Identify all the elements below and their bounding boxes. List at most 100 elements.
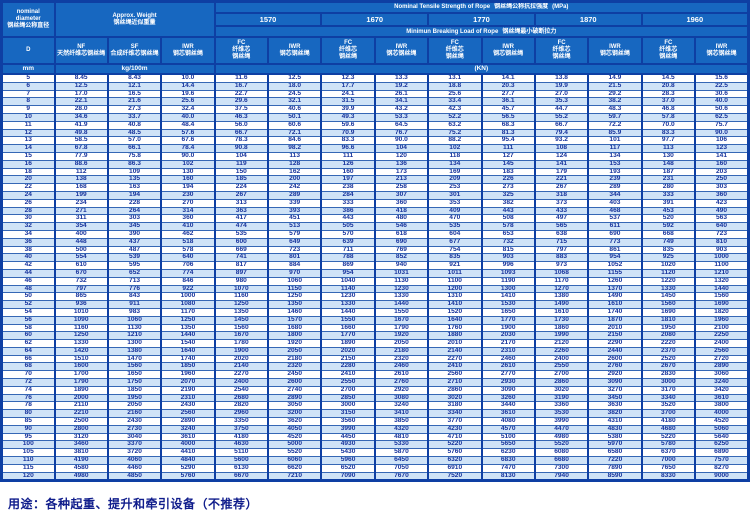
- value-cell: 3000: [640, 378, 697, 387]
- value-cell: 2850: [320, 393, 376, 402]
- value-cell: 55.2: [533, 112, 590, 122]
- value-cell: 1640: [427, 315, 483, 324]
- diameter-cell: 95: [0, 432, 56, 441]
- value-cell: 3700: [640, 409, 697, 418]
- value-cell: 303: [694, 183, 750, 192]
- fc-abbr: FC: [237, 40, 246, 46]
- value-cell: 1780: [213, 339, 270, 348]
- table-row: 13 58.5 57.0 67.6 78.3 84.6 83.3 90.0 88.2 95.4 93…: [0, 136, 750, 145]
- value-cell: 153: [587, 159, 643, 169]
- value-cell: 5520: [533, 440, 590, 449]
- value-cell: 64.5: [373, 120, 430, 130]
- value-cell: 66.7: [533, 120, 590, 130]
- diameter-cell: 72: [0, 378, 56, 387]
- fc-zh-line1: 纤维芯: [232, 47, 251, 53]
- value-cell: 1060: [106, 315, 163, 324]
- value-cell: 639: [320, 237, 376, 247]
- value-cell: 3000: [320, 401, 376, 410]
- value-cell: 774: [160, 268, 216, 278]
- table-row: 8 22.1 21.6 25.6 29.6 32.1 31.5 34.1 33.4 36.1 35.…: [0, 97, 750, 106]
- value-cell: 45.7: [480, 105, 536, 114]
- diameter-cell: 18: [0, 167, 56, 176]
- value-cell: 1920: [373, 331, 430, 340]
- value-cell: 185: [213, 175, 270, 184]
- value-cell: 1330: [373, 292, 430, 301]
- value-cell: 5430: [320, 448, 376, 457]
- value-cell: 2500: [53, 417, 109, 426]
- value-cell: 314: [160, 206, 216, 215]
- value-cell: 75.2: [427, 128, 483, 137]
- value-cell: 954: [587, 253, 643, 262]
- value-cell: 25.6: [427, 89, 483, 98]
- value-cell: 7300: [533, 463, 590, 473]
- table-row: 62 1330 1300 1540 1780 1920 1890 2050 2010 2170 21…: [0, 339, 750, 348]
- value-cell: 28.0: [53, 105, 109, 114]
- value-cell: 2890: [694, 362, 750, 371]
- value-cell: 53.3: [373, 112, 430, 122]
- value-cell: 199: [53, 190, 109, 200]
- value-cell: 136: [373, 159, 430, 169]
- value-cell: 2920: [587, 370, 643, 379]
- value-cell: 2800: [53, 424, 109, 434]
- value-cell: 3240: [373, 401, 430, 410]
- value-cell: 776: [106, 284, 163, 293]
- value-cell: 4580: [53, 463, 109, 473]
- value-cell: 936: [53, 300, 109, 309]
- value-cell: 3150: [320, 409, 376, 418]
- value-cell: 81.3: [480, 128, 536, 137]
- value-cell: 2320: [373, 354, 430, 363]
- value-cell: 119: [213, 159, 270, 169]
- value-cell: 3060: [694, 370, 750, 379]
- value-cell: 120: [373, 151, 430, 161]
- diameter-cell: 58: [0, 323, 56, 332]
- value-cell: 111: [320, 151, 376, 161]
- value-cell: 83.3: [640, 128, 697, 137]
- table-row: 76 2000 1950 2310 2680 2890 2850 3080 3020 3260 31…: [0, 393, 750, 402]
- value-cell: 98.2: [266, 144, 323, 153]
- table-row: 9 28.0 27.3 32.4 37.5 40.6 39.9 43.2 42.3 45.7 44.…: [0, 105, 750, 114]
- value-cell: 111: [480, 144, 536, 153]
- value-cell: 12.1: [106, 81, 163, 91]
- value-cell: 6580: [587, 448, 643, 457]
- value-cell: 289: [266, 190, 323, 200]
- value-cell: 4680: [640, 424, 697, 434]
- value-cell: 50.6: [694, 105, 750, 114]
- header-row-subcolumns: D NF 天然纤维芯钢丝绳 SF 合成纤维芯钢丝绳 IWR 钢芯钢丝绳 FC 纤…: [0, 36, 750, 65]
- value-cell: 2190: [160, 385, 216, 395]
- value-cell: 270: [160, 198, 216, 208]
- value-cell: 6620: [266, 463, 323, 473]
- tensile-title-unit: (MPa): [552, 4, 569, 10]
- header-row-units: mm kg/100m (KN): [0, 63, 750, 75]
- table-row: 11 41.9 40.8 48.4 56.0 60.6 59.6 64.5 63.2 68.3 66…: [0, 120, 750, 130]
- fc-abbr: FC: [450, 40, 459, 46]
- value-cell: 1260: [587, 276, 643, 286]
- unit-load: (KN): [213, 63, 750, 75]
- value-cell: 25.6: [160, 97, 216, 106]
- value-cell: 194: [160, 183, 216, 192]
- value-cell: 183: [480, 167, 536, 176]
- value-cell: 3340: [640, 393, 697, 402]
- value-cell: 363: [213, 206, 270, 215]
- value-cell: 10.0: [160, 72, 216, 83]
- value-cell: 6830: [480, 456, 536, 465]
- value-cell: 1270: [533, 284, 590, 293]
- diameter-cell: 54: [0, 307, 56, 317]
- value-cell: 592: [640, 222, 697, 231]
- value-cell: 690: [587, 229, 643, 239]
- value-cell: 37.5: [213, 105, 270, 114]
- breaking-title-en: Minimun Breaking Load of Rope: [406, 28, 499, 35]
- value-cell: 3240: [694, 378, 750, 387]
- value-cell: 253: [427, 183, 483, 192]
- value-cell: 1730: [533, 315, 590, 324]
- table-row: 80 2210 2160 2560 2960 3200 3150 3410 3340 3610 35…: [0, 409, 750, 418]
- value-cell: 4710: [427, 432, 483, 441]
- value-cell: 5330: [373, 440, 430, 449]
- value-cell: 2700: [533, 370, 590, 379]
- value-cell: 70.0: [640, 120, 697, 130]
- value-cell: 31.5: [320, 97, 376, 106]
- value-cell: 60.6: [266, 120, 323, 130]
- value-cell: 62.5: [694, 112, 750, 122]
- col-header-fc-1770: FC 纤维芯 钢丝绳: [427, 36, 483, 65]
- value-cell: 75.7: [694, 120, 750, 130]
- value-cell: 652: [106, 268, 163, 278]
